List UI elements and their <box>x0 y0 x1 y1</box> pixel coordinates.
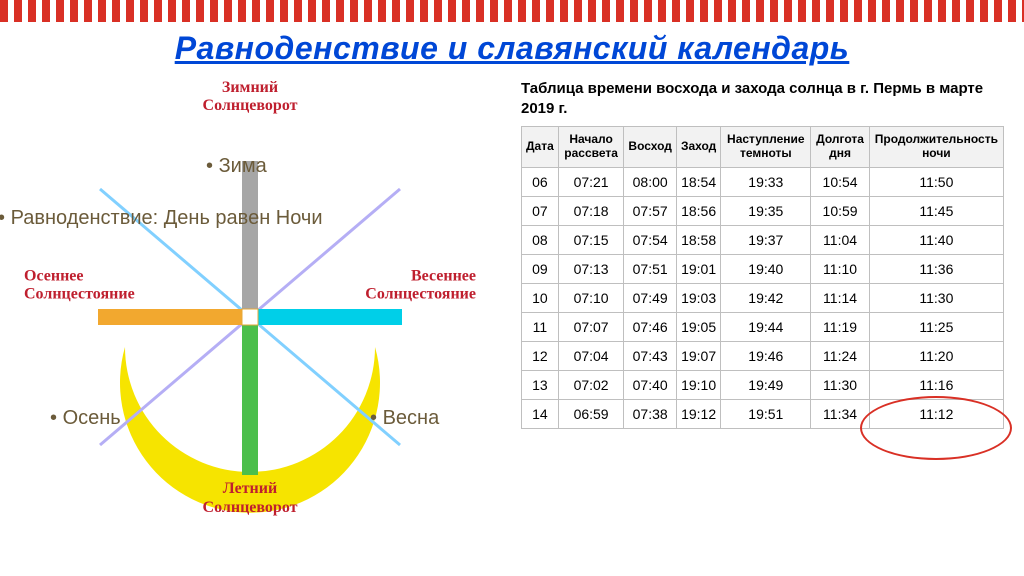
table-cell: 19:37 <box>721 225 811 254</box>
table-header: Долгота дня <box>811 127 869 168</box>
table-cell: 07:13 <box>558 254 624 283</box>
table-cell: 19:12 <box>676 399 720 428</box>
top-pattern-border <box>0 0 1024 22</box>
table-cell: 11:10 <box>811 254 869 283</box>
table-cell: 11:20 <box>869 341 1003 370</box>
table-cell: 19:05 <box>676 312 720 341</box>
season-winter: Зима <box>206 155 267 178</box>
diagram-panel: ЗимнийСолнцеворот ЛетнийСолнцеворот Осен… <box>20 79 503 519</box>
table-cell: 07:51 <box>624 254 677 283</box>
table-cell: 10:59 <box>811 196 869 225</box>
table-cell: 07:02 <box>558 370 624 399</box>
table-cell: 07:04 <box>558 341 624 370</box>
table-row: 1307:0207:4019:1019:4911:3011:16 <box>522 370 1004 399</box>
table-header: Продолжительность ночи <box>869 127 1003 168</box>
table-cell: 19:07 <box>676 341 720 370</box>
table-cell: 11:40 <box>869 225 1003 254</box>
table-cell: 07 <box>522 196 559 225</box>
table-cell: 07:18 <box>558 196 624 225</box>
table-row: 0807:1507:5418:5819:3711:0411:40 <box>522 225 1004 254</box>
table-cell: 18:54 <box>676 167 720 196</box>
table-cell: 07:54 <box>624 225 677 254</box>
table-cell: 08:00 <box>624 167 677 196</box>
table-cell: 11:30 <box>869 283 1003 312</box>
table-cell: 19:35 <box>721 196 811 225</box>
table-cell: 07:38 <box>624 399 677 428</box>
table-cell: 11:24 <box>811 341 869 370</box>
table-cell: 06:59 <box>558 399 624 428</box>
table-cell: 19:01 <box>676 254 720 283</box>
table-cell: 11:36 <box>869 254 1003 283</box>
table-cell: 18:56 <box>676 196 720 225</box>
table-header: Дата <box>522 127 559 168</box>
table-cell: 12 <box>522 341 559 370</box>
table-panel: Таблица времени восхода и захода солнца … <box>521 79 1004 519</box>
table-cell: 14 <box>522 399 559 428</box>
table-cell: 19:03 <box>676 283 720 312</box>
table-cell: 10 <box>522 283 559 312</box>
table-cell: 07:43 <box>624 341 677 370</box>
table-row: 1007:1007:4919:0319:4211:1411:30 <box>522 283 1004 312</box>
table-cell: 13 <box>522 370 559 399</box>
season-spring: Весна <box>370 407 439 430</box>
table-cell: 11:25 <box>869 312 1003 341</box>
table-cell: 07:10 <box>558 283 624 312</box>
table-header: Начало рассвета <box>558 127 624 168</box>
table-cell: 07:21 <box>558 167 624 196</box>
table-cell: 07:57 <box>624 196 677 225</box>
table-cell: 10:54 <box>811 167 869 196</box>
table-cell: 07:15 <box>558 225 624 254</box>
table-cell: 11:04 <box>811 225 869 254</box>
table-row: 1107:0707:4619:0519:4411:1911:25 <box>522 312 1004 341</box>
label-autumn-equinox: ОсеннееСолнцестояние <box>24 267 135 304</box>
table-cell: 19:10 <box>676 370 720 399</box>
table-cell: 19:46 <box>721 341 811 370</box>
page-title: Равноденствие и славянский календарь <box>0 30 1024 67</box>
table-header: Восход <box>624 127 677 168</box>
table-cell: 19:42 <box>721 283 811 312</box>
table-row: 0707:1807:5718:5619:3510:5911:45 <box>522 196 1004 225</box>
table-header: Наступление темноты <box>721 127 811 168</box>
table-header: Заход <box>676 127 720 168</box>
table-cell: 19:49 <box>721 370 811 399</box>
table-cell: 19:33 <box>721 167 811 196</box>
table-cell: 08 <box>522 225 559 254</box>
table-row: 0607:2108:0018:5419:3310:5411:50 <box>522 167 1004 196</box>
table-cell: 06 <box>522 167 559 196</box>
table-cell: 18:58 <box>676 225 720 254</box>
table-row: 1207:0407:4319:0719:4611:2411:20 <box>522 341 1004 370</box>
table-cell: 11:12 <box>869 399 1003 428</box>
table-cell: 11:14 <box>811 283 869 312</box>
table-row: 1406:5907:3819:1219:5111:3411:12 <box>522 399 1004 428</box>
table-cell: 11 <box>522 312 559 341</box>
table-cell: 11:34 <box>811 399 869 428</box>
label-summer-solstice: ЛетнийСолнцеворот <box>203 480 298 517</box>
content-row: ЗимнийСолнцеворот ЛетнийСолнцеворот Осен… <box>0 79 1024 519</box>
label-winter-solstice: ЗимнийСолнцеворот <box>203 79 298 116</box>
table-cell: 19:40 <box>721 254 811 283</box>
equinox-subtitle: Равноденствие: День равен Ночи <box>0 207 323 230</box>
table-cell: 09 <box>522 254 559 283</box>
table-cell: 11:45 <box>869 196 1003 225</box>
table-cell: 11:50 <box>869 167 1003 196</box>
season-autumn: Осень <box>50 407 121 430</box>
table-cell: 11:19 <box>811 312 869 341</box>
table-cell: 11:30 <box>811 370 869 399</box>
table-cell: 07:07 <box>558 312 624 341</box>
table-cell: 07:40 <box>624 370 677 399</box>
solstice-diagram: ЗимнийСолнцеворот ЛетнийСолнцеворот Осен… <box>20 79 480 519</box>
table-cell: 19:51 <box>721 399 811 428</box>
table-cell: 07:46 <box>624 312 677 341</box>
sunrise-table: ДатаНачало рассветаВосходЗаходНаступлени… <box>521 126 1004 429</box>
table-cell: 11:16 <box>869 370 1003 399</box>
table-cell: 19:44 <box>721 312 811 341</box>
label-spring-equinox: ВесеннееСолнцестояние <box>365 267 476 304</box>
table-cell: 07:49 <box>624 283 677 312</box>
table-row: 0907:1307:5119:0119:4011:1011:36 <box>522 254 1004 283</box>
table-caption: Таблица времени восхода и захода солнца … <box>521 79 1004 118</box>
